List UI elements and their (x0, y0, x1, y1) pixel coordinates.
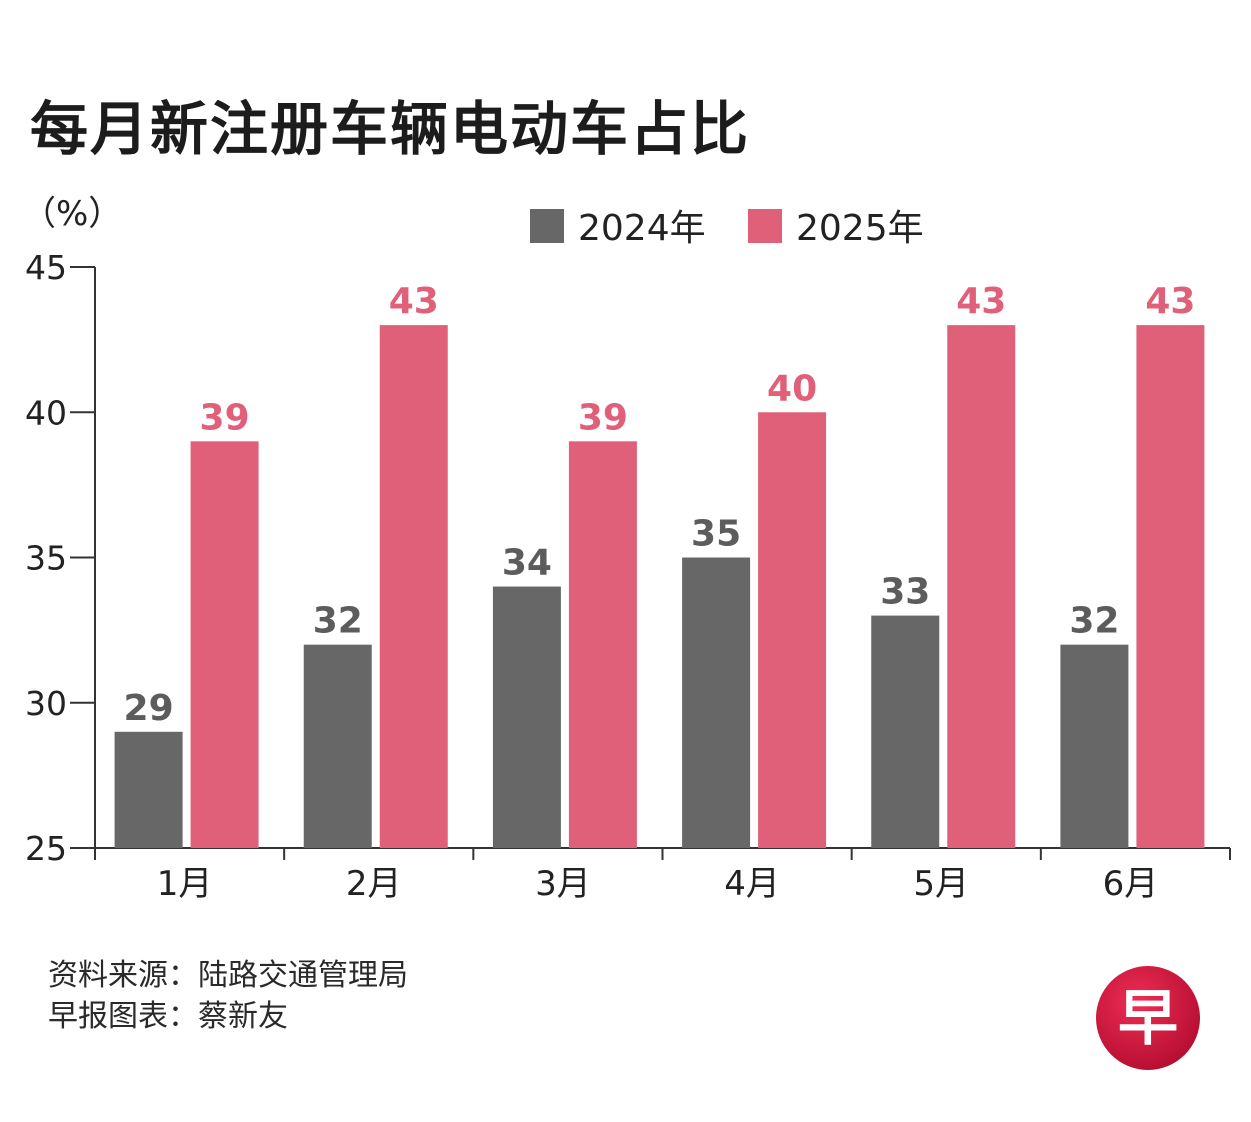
zaobao-logo: 早 (1096, 966, 1200, 1070)
bar-1-3 (492, 586, 561, 848)
data-label: 43 (1145, 281, 1195, 322)
x-tick-label: 3月 (535, 864, 591, 904)
data-label: 33 (880, 572, 930, 613)
legend-label-2: 2025年 (796, 208, 924, 249)
legend-label-1: 2024年 (578, 208, 706, 249)
x-tick-label: 2月 (346, 864, 402, 904)
x-tick-label: 5月 (913, 864, 969, 904)
data-label: 43 (956, 281, 1006, 322)
x-tick-label: 6月 (1103, 864, 1159, 904)
y-tick-label: 40 (25, 393, 67, 432)
bar-2-4 (758, 412, 827, 848)
data-label: 39 (200, 397, 250, 438)
data-label: 35 (691, 514, 741, 555)
y-tick-label: 30 (25, 684, 67, 723)
bar-2-2 (379, 325, 448, 849)
data-label: 29 (124, 688, 174, 729)
x-tick-label: 4月 (724, 864, 780, 904)
data-label: 40 (767, 368, 817, 409)
x-tick-label: 1月 (157, 864, 213, 904)
data-label: 32 (313, 601, 363, 642)
bar-1-2 (303, 644, 372, 848)
svg-text:早: 早 (1118, 984, 1178, 1054)
bar-2-1 (190, 441, 259, 848)
bar-1-1 (114, 731, 183, 848)
footer: 资料来源：陆路交通管理局 早报图表：蔡新友 (48, 955, 408, 1037)
legend-swatch-2 (748, 209, 782, 243)
legend-swatch-1 (530, 209, 564, 243)
credit-note: 早报图表：蔡新友 (48, 999, 288, 1034)
bar-2-5 (947, 325, 1016, 849)
data-label: 32 (1069, 601, 1119, 642)
y-unit-label: （%） (22, 194, 122, 234)
data-label: 34 (502, 543, 552, 584)
bar-1-4 (682, 557, 751, 848)
y-tick-label: 35 (25, 539, 67, 578)
source-note: 资料来源：陆路交通管理局 (48, 958, 408, 993)
bar-chart: （%） 2024年 2025年 25 30 35 40 45 29 39 1月 32 43 2月 34 39 3… (22, 194, 1231, 904)
y-tick-label: 45 (25, 248, 67, 287)
bar-1-6 (1060, 644, 1129, 848)
bar-1-5 (871, 615, 940, 848)
data-label: 39 (578, 397, 628, 438)
y-tick-label: 25 (25, 829, 67, 868)
bar-2-6 (1136, 325, 1205, 849)
bar-2-3 (568, 441, 637, 848)
data-label: 43 (389, 281, 439, 322)
chart-title: 每月新注册车辆电动车占比 (30, 95, 751, 163)
